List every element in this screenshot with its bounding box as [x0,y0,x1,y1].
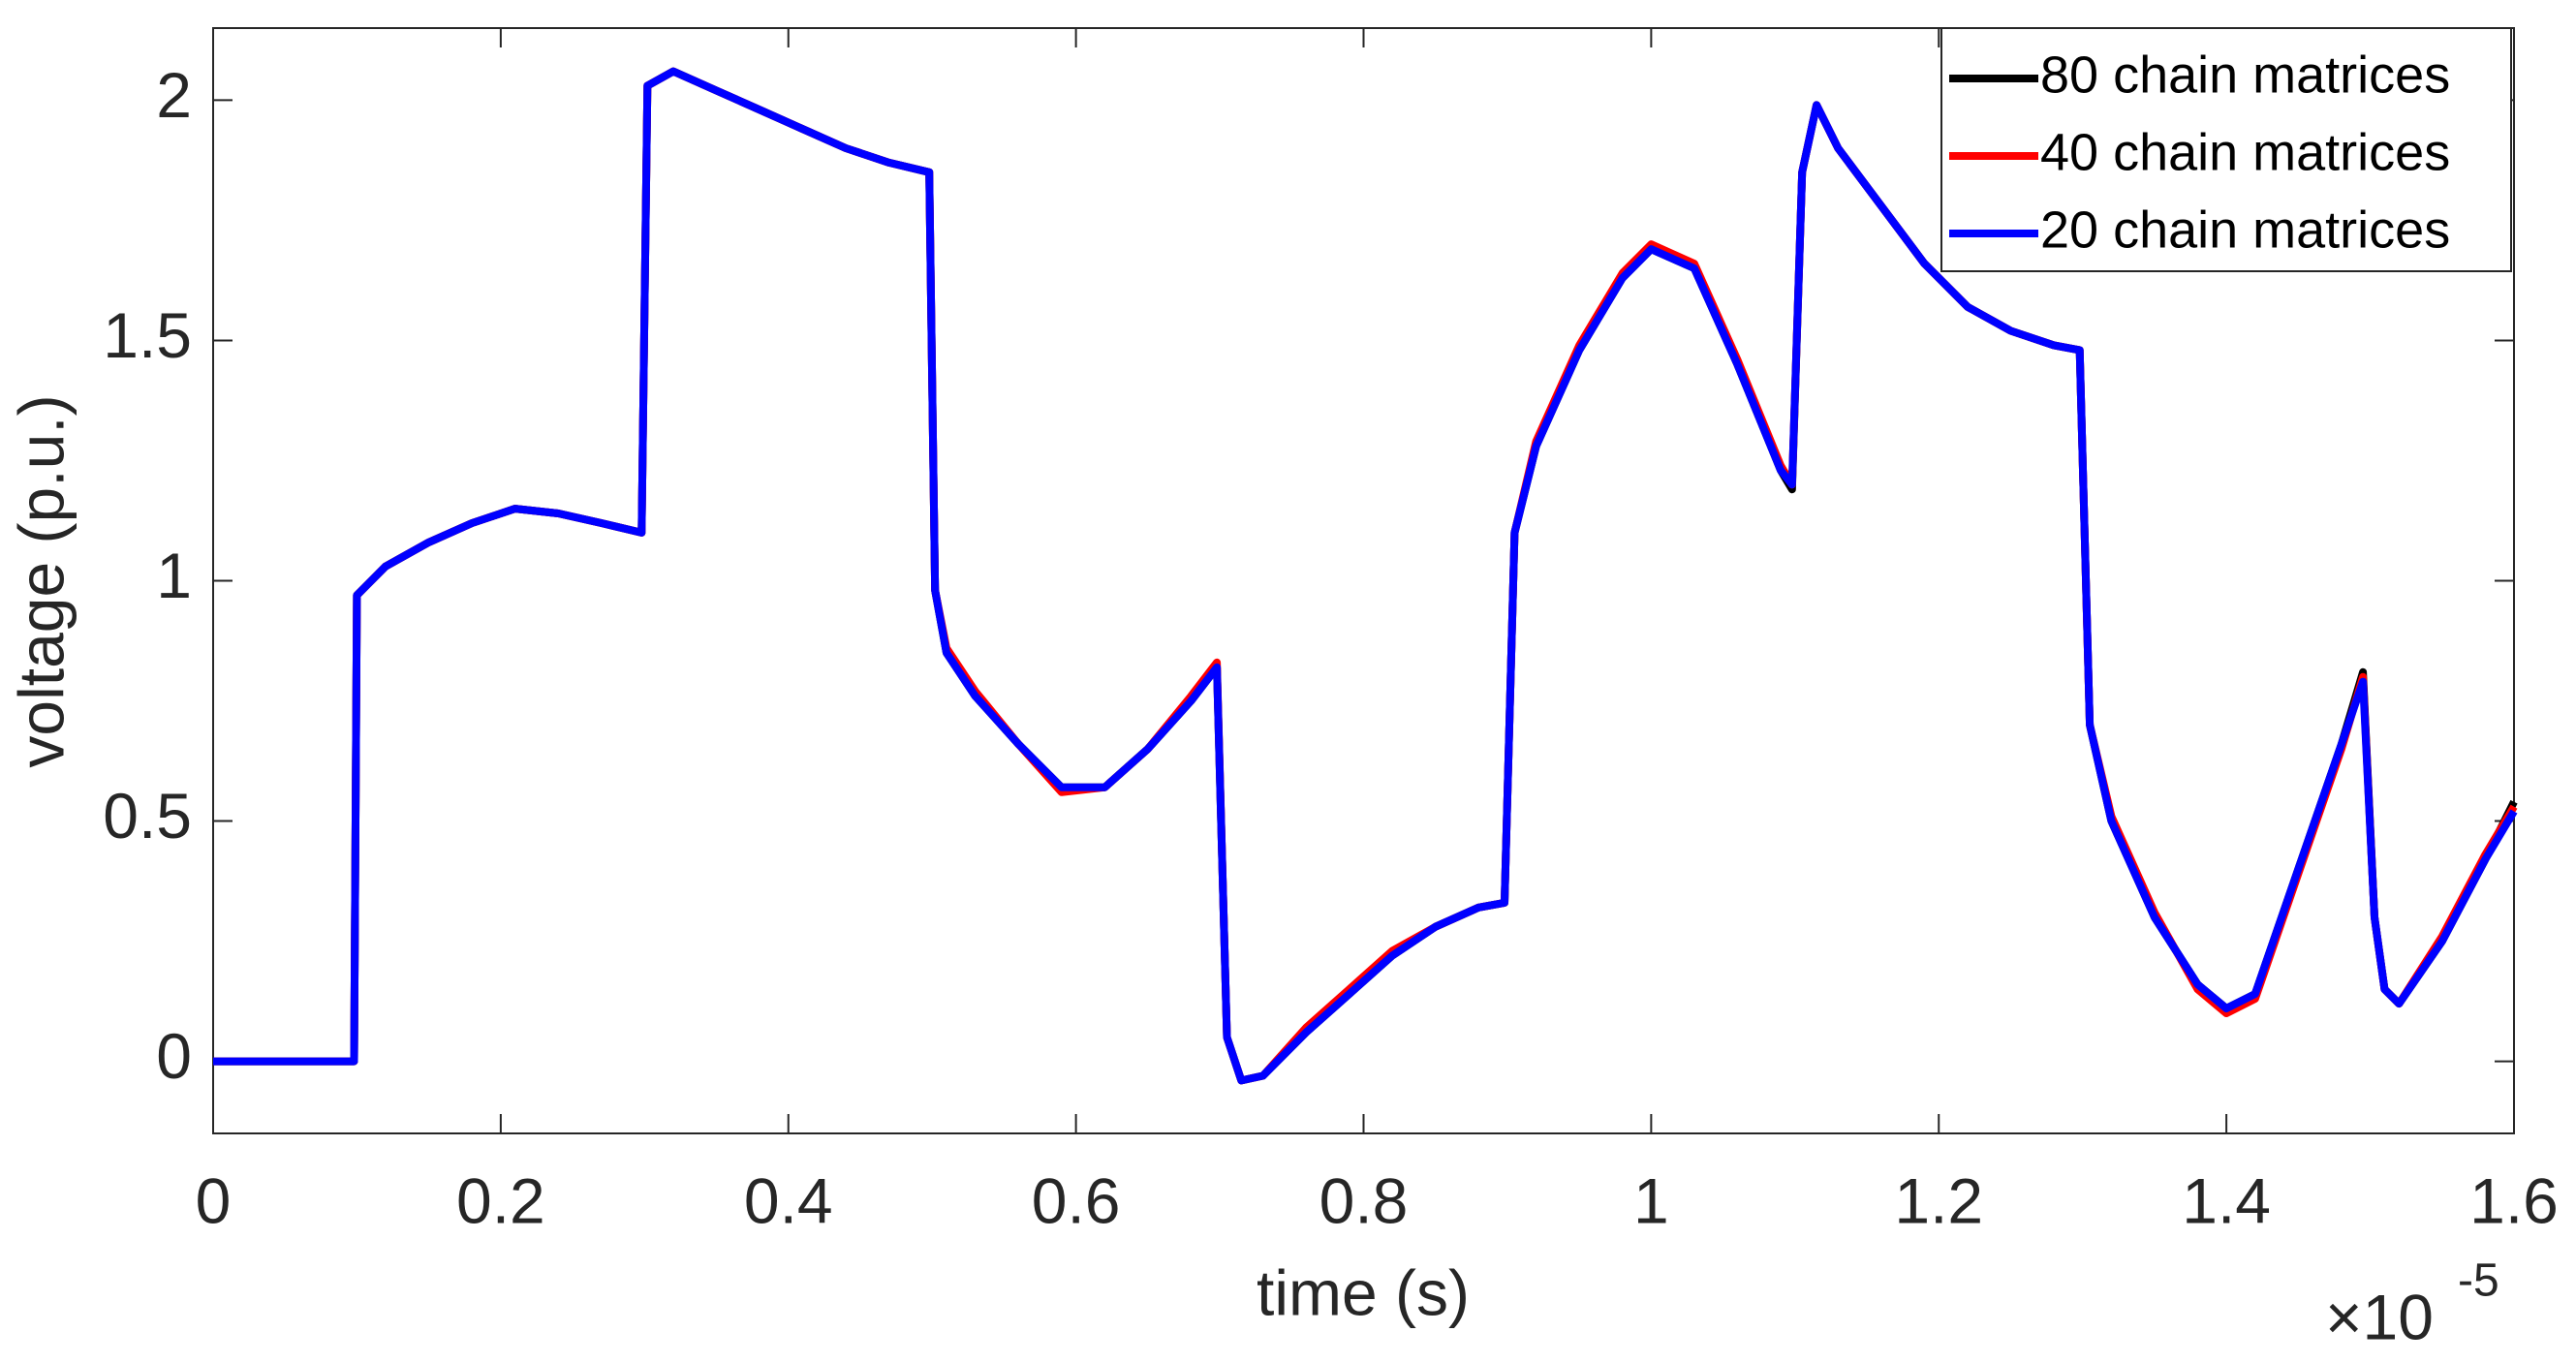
x-exponent: -5 [2458,1255,2499,1307]
legend-label: 40 chain matrices [2040,123,2450,181]
legend-label: 80 chain matrices [2040,46,2450,104]
x-tick-label: 1 [1633,1164,1669,1236]
y-axis-label: voltage (p.u.) [5,394,77,767]
y-tick-label: 1.5 [103,299,192,371]
x-tick-label: 1.6 [2469,1164,2559,1236]
y-tick-label: 0.5 [103,780,192,852]
legend-label: 20 chain matrices [2040,201,2450,259]
y-tick-label: 2 [156,59,192,131]
x-axis-label: time (s) [1257,1256,1470,1328]
x-tick-label: 0 [196,1164,232,1236]
x-tick-label: 1.4 [2182,1164,2271,1236]
x-tick-label: 0.6 [1032,1164,1121,1236]
x-tick-label: 0.2 [456,1164,545,1236]
x-multiplier: ×10 [2325,1281,2434,1352]
series-line [213,67,2518,1085]
x-tick-label: 0.4 [744,1164,833,1236]
x-tick-label: 1.2 [1894,1164,1983,1236]
y-tick-label: 0 [156,1020,192,1092]
x-tick-label: 0.8 [1319,1164,1409,1236]
y-tick-label: 1 [156,540,192,611]
